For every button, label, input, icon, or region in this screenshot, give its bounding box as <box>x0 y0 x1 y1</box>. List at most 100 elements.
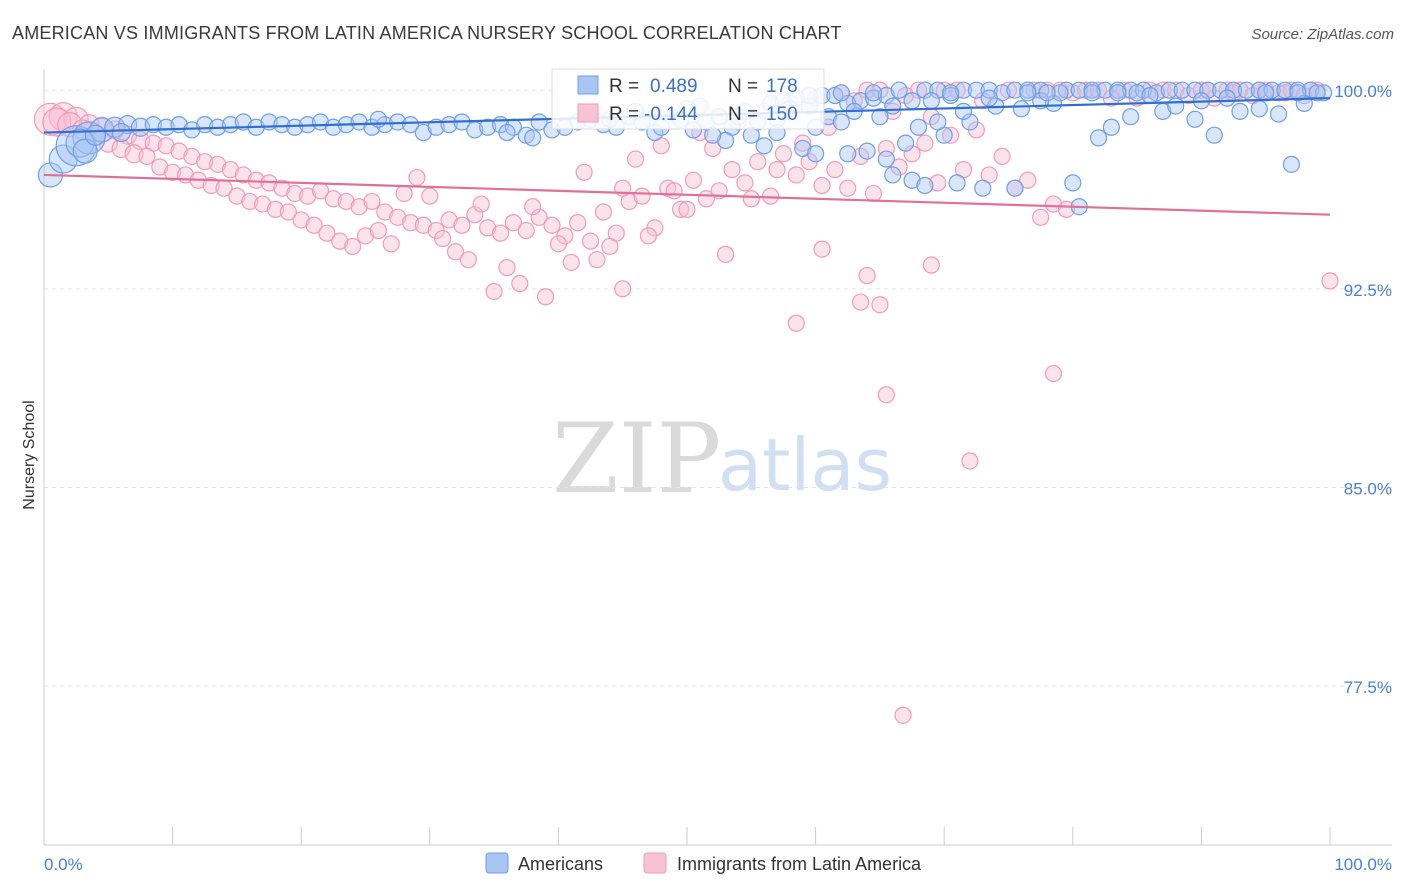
point-americans-34 <box>479 118 497 136</box>
stats-n-value-immigrants: 150 <box>766 104 798 125</box>
point-americans-99 <box>1314 84 1333 102</box>
point-immigrants-106 <box>382 235 400 253</box>
point-americans-72 <box>967 81 985 99</box>
point-immigrants-23 <box>337 192 355 211</box>
y-tick-label-3: 77.5% <box>1344 678 1392 697</box>
point-immigrants-39 <box>543 216 561 234</box>
point-immigrants-10 <box>170 142 188 160</box>
point-americans-145 <box>916 176 934 195</box>
y-tick-labels: 100.0% 92.5% 85.0% 77.5% <box>1334 82 1392 697</box>
point-immigrants-120 <box>562 253 580 271</box>
point-americans-19 <box>286 118 304 136</box>
stats-n-value-americans: 178 <box>766 76 798 97</box>
point-immigrants-131 <box>704 139 722 158</box>
point-americans-121 <box>858 142 876 160</box>
point-immigrants-100 <box>305 216 323 234</box>
point-immigrants-111 <box>446 243 465 261</box>
point-immigrants-128 <box>665 182 683 200</box>
point-immigrants-96 <box>254 195 272 213</box>
point-americans-78 <box>1044 94 1063 113</box>
point-immigrants-25 <box>363 192 381 211</box>
point-immigrants-88 <box>151 158 169 176</box>
point-immigrants-184 <box>1044 364 1063 383</box>
point-americans-161 <box>929 113 947 131</box>
point-americans-123 <box>909 118 928 136</box>
point-immigrants-132 <box>716 245 735 263</box>
point-immigrants-49 <box>671 200 690 218</box>
stats-n-label-immigrants: N = <box>728 104 758 125</box>
point-americans-138 <box>1282 155 1301 173</box>
point-americans-171 <box>1038 84 1056 102</box>
point-immigrants-98 <box>279 203 297 221</box>
point-immigrants-126 <box>639 227 658 245</box>
point-immigrants-136 <box>768 161 786 179</box>
point-immigrants-43 <box>594 203 613 221</box>
point-americans-64 <box>864 89 883 107</box>
point-immigrants-129 <box>678 200 696 218</box>
axes <box>43 69 1392 846</box>
point-americans-131 <box>1089 129 1108 147</box>
point-americans-82 <box>1096 81 1114 99</box>
point-americans-18 <box>273 116 291 134</box>
point-immigrants-97 <box>266 200 285 218</box>
point-immigrants-115 <box>498 259 516 277</box>
point-americans-124 <box>922 92 940 110</box>
point-immigrants-33 <box>466 206 484 224</box>
point-immigrants-112 <box>459 251 477 269</box>
point-immigrants-34 <box>479 219 497 237</box>
point-immigrants-76 <box>1019 171 1037 189</box>
point-americans-67 <box>903 92 921 110</box>
point-americans-165 <box>1083 84 1101 102</box>
point-immigrants-89 <box>164 163 182 181</box>
point-immigrants-13 <box>209 155 227 173</box>
point-americans-28 <box>401 116 420 134</box>
point-immigrants-12 <box>196 153 214 171</box>
point-americans-113 <box>742 126 760 144</box>
point-americans-15 <box>234 113 252 131</box>
point-immigrants-192 <box>894 706 912 724</box>
point-americans-63 <box>852 92 870 110</box>
point-immigrants-37 <box>517 221 535 240</box>
point-americans-170 <box>1308 84 1326 102</box>
legend-label-americans: Americans <box>518 854 603 874</box>
point-immigrants-114 <box>485 282 503 301</box>
legend-label-immigrants: Immigrants from Latin America <box>677 854 922 874</box>
point-immigrants-53 <box>723 161 741 179</box>
x-tick-label-right: 100.0% <box>1334 855 1392 874</box>
point-americans-137 <box>1269 105 1288 123</box>
point-immigrants-191 <box>858 266 876 285</box>
point-immigrants-22 <box>324 190 342 208</box>
point-immigrants-147 <box>909 81 928 99</box>
point-immigrants-103 <box>344 237 362 256</box>
stats-r-value-americans: 0.489 <box>650 76 698 97</box>
legend: Americans Immigrants from Latin America <box>485 852 922 874</box>
y-tick-label-1: 92.5% <box>1344 281 1392 300</box>
point-immigrants-102 <box>331 232 349 250</box>
point-americans-134 <box>1186 110 1204 128</box>
point-americans-80 <box>1070 81 1088 99</box>
stats-r-label-americans: R = <box>609 76 639 97</box>
point-immigrants-57 <box>774 145 793 163</box>
point-immigrants-188 <box>614 280 632 298</box>
point-americans-168 <box>1257 84 1275 102</box>
point-immigrants-62 <box>839 179 857 197</box>
point-americans-144 <box>903 171 921 189</box>
stats-box: R = 0.489 N = 178 R = -0.144 N = 150 <box>551 68 825 130</box>
chart-title: AMERICAN VS IMMIGRANTS FROM LATIN AMERIC… <box>12 23 842 43</box>
point-americans-174 <box>942 84 960 102</box>
point-immigrants-94 <box>228 187 246 205</box>
point-americans-163 <box>980 89 998 107</box>
point-americans-162 <box>954 102 973 120</box>
point-americans-71 <box>954 81 973 99</box>
point-immigrants-55 <box>749 153 767 171</box>
point-immigrants-101 <box>318 224 336 242</box>
point-americans-155 <box>755 137 773 155</box>
point-americans-96 <box>1276 81 1294 99</box>
point-americans-151 <box>1167 97 1185 115</box>
point-americans-143 <box>884 166 902 184</box>
point-immigrants-110 <box>434 229 452 248</box>
point-immigrants-60 <box>813 176 831 195</box>
point-immigrants-122 <box>588 251 606 269</box>
point-immigrants-61 <box>826 161 844 179</box>
point-americans-175 <box>864 84 883 102</box>
